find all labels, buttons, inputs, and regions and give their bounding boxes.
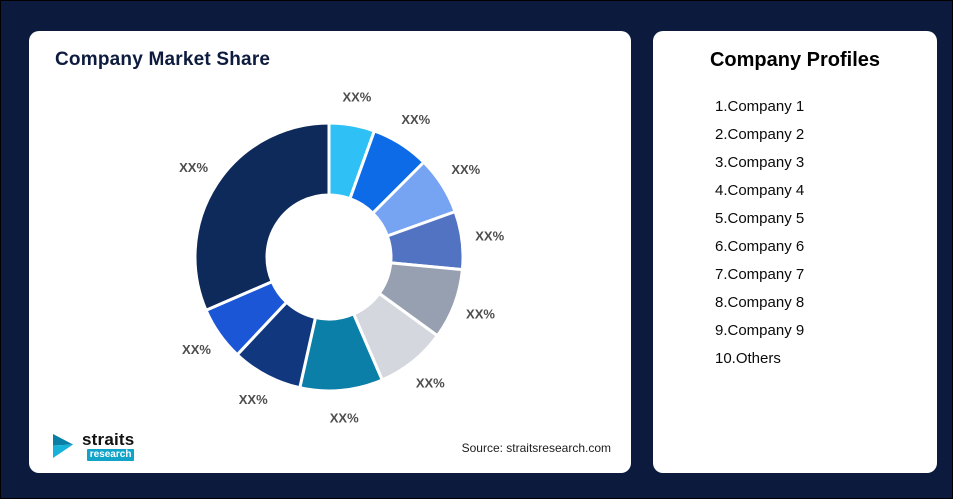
straits-logo-text: straits research <box>82 430 135 461</box>
profile-item-8: 8.Company 8 <box>715 294 805 311</box>
donut-chart: XX% XX% XX% XX% XX% XX% XX% XX% XX% XX% <box>179 89 504 425</box>
market-share-card: Company Market Share XX% XX% XX% XX% XX% XX% X… <box>29 31 631 473</box>
straits-logo-icon <box>53 434 73 458</box>
profile-item-9: 9.Company 9 <box>715 322 805 339</box>
profile-item-others: 10.Others <box>715 350 781 367</box>
profile-item-5: 5.Company 5 <box>715 210 805 227</box>
profiles-title: Company Profiles <box>709 49 881 71</box>
slice-label-company-5: XX% <box>466 306 495 321</box>
slice-label-company-4: XX% <box>475 229 504 244</box>
slice-label-company-3: XX% <box>451 162 480 177</box>
source-text: Source: straitsresearch.com <box>461 441 611 455</box>
slice-label-company-7: XX% <box>330 410 359 425</box>
slice-label-company-6: XX% <box>416 375 445 390</box>
profile-item-2: 2.Company 2 <box>715 126 805 143</box>
chart-card-footer: straits research Source: straitsresearch… <box>51 431 611 461</box>
profile-item-6: 6.Company 6 <box>715 238 805 255</box>
company-profiles-card: Company Profiles 1.Company 1 2.Company 2… <box>653 31 937 473</box>
slice-label-company-2: XX% <box>401 112 430 127</box>
slice-label-others: XX% <box>179 160 208 175</box>
slice-label-company-8: XX% <box>239 392 268 407</box>
chart-title: Company Market Share <box>55 49 271 70</box>
profile-item-1: 1.Company 1 <box>715 98 805 115</box>
logo-subtitle: research <box>86 449 135 461</box>
logo-name: straits <box>82 430 135 449</box>
slice-label-company-9: XX% <box>182 342 211 357</box>
slice-label-company-1: XX% <box>342 89 371 104</box>
profile-item-3: 3.Company 3 <box>715 154 805 171</box>
profile-item-7: 7.Company 7 <box>715 266 805 283</box>
profile-item-4: 4.Company 4 <box>715 182 805 199</box>
straits-logo: straits research <box>51 430 135 461</box>
donut-slice-others <box>193 121 331 312</box>
profiles-list: 1.Company 1 2.Company 2 3.Company 3 4.Co… <box>715 93 804 373</box>
